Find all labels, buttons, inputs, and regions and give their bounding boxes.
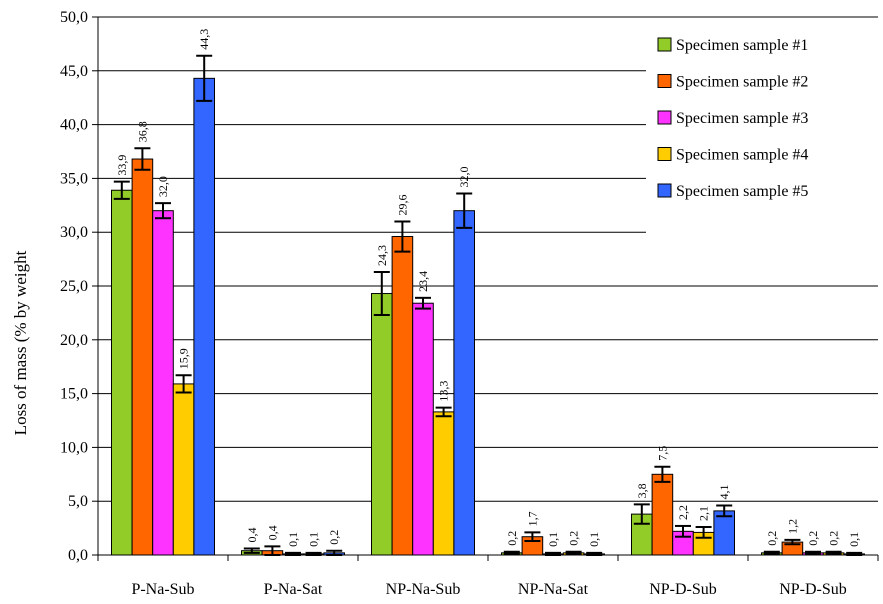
data-label: 0,1	[546, 532, 560, 547]
x-category-label: NP-Na-Sat	[518, 581, 589, 598]
legend: Specimen sample #1 Specimen sample #2 Spec…	[646, 20, 883, 252]
data-label: 0,2	[827, 531, 841, 546]
x-category-label: P-Na-Sub	[131, 581, 194, 598]
bar	[651, 473, 674, 556]
x-category-label: NP-D-Sub	[649, 581, 717, 598]
data-label: 2,1	[697, 506, 711, 521]
data-label: 32,0	[156, 176, 170, 197]
legend-background	[646, 20, 883, 252]
legend-label: Specimen sample #5	[676, 183, 808, 200]
data-label: 4,1	[717, 485, 731, 500]
y-tick-label: 40,0	[60, 117, 88, 134]
y-tick-labels: 0,0 5,0 10,0 15,0 20,0 25,0 30,0 35,0 40,0 45,0 50…	[60, 9, 88, 564]
y-tick-label: 50,0	[60, 9, 88, 26]
data-labels-group: 33,9 36,8 32,0 15,9 44,3 0,4 0,4 0,1 0,1 0,2 24,3 2…	[115, 29, 861, 547]
legend-swatch	[657, 74, 672, 88]
legend-swatch	[657, 147, 672, 161]
data-label: 23,4	[416, 271, 430, 292]
data-label: 1,7	[525, 511, 539, 526]
legend-label: Specimen sample #2	[676, 74, 808, 91]
legend-label: Specimen sample #4	[676, 147, 808, 164]
data-label: 2,2	[676, 505, 690, 520]
bar	[172, 383, 195, 556]
x-category-label: NP-Na-Sub	[386, 581, 461, 598]
data-label: 32,0	[457, 166, 471, 187]
data-label: 0,2	[806, 531, 820, 546]
y-axis-label: Loss of mass (% by weight	[11, 250, 30, 435]
y-tick-label: 45,0	[60, 63, 88, 80]
bar	[412, 302, 434, 556]
data-label: 1,2	[785, 519, 799, 534]
data-label: 0,2	[327, 530, 341, 545]
data-label: 15,9	[177, 348, 191, 369]
bar	[111, 189, 133, 556]
data-label: 44,3	[197, 29, 211, 50]
data-label: 24,3	[375, 245, 389, 266]
data-label: 0,4	[245, 528, 259, 543]
y-tick-label: 0,0	[68, 547, 88, 564]
y-tick-label: 5,0	[68, 493, 88, 510]
data-label: 0,1	[307, 532, 321, 547]
x-category-label: P-Na-Sat	[264, 581, 323, 598]
legend-swatch	[657, 110, 672, 125]
y-tick-label: 15,0	[60, 386, 88, 403]
bar	[453, 210, 475, 556]
bar	[371, 293, 393, 556]
bar	[193, 77, 215, 556]
legend-swatch	[657, 183, 672, 198]
y-tick-label: 10,0	[60, 439, 88, 456]
data-label: 33,9	[115, 155, 129, 176]
bar	[131, 158, 154, 556]
y-tick-label: 25,0	[60, 278, 88, 295]
data-label: 13,3	[437, 381, 451, 402]
data-label: 0,1	[286, 532, 300, 547]
data-label: 3,8	[635, 483, 649, 498]
data-label: 7,5	[655, 446, 669, 461]
axes-group	[92, 16, 879, 561]
bar	[713, 510, 736, 556]
data-label: 0,1	[847, 532, 861, 547]
bar	[152, 210, 174, 556]
legend-label: Specimen sample #3	[676, 110, 808, 127]
x-category-labels: P-Na-Sub P-Na-Sat NP-Na-Sub NP-Na-Sat NP-D-S…	[131, 581, 846, 598]
legend-label: Specimen sample #1	[676, 37, 808, 54]
legend-swatch	[657, 37, 672, 52]
data-label: 0,1	[587, 532, 601, 547]
y-tick-label: 20,0	[60, 332, 88, 349]
y-tick-label: 35,0	[60, 170, 88, 187]
grid-lines	[98, 16, 878, 502]
data-label: 0,2	[505, 531, 519, 546]
data-label: 0,4	[265, 525, 279, 540]
data-label: 36,8	[135, 121, 149, 142]
y-tick-label: 30,0	[60, 224, 88, 241]
bar	[432, 411, 455, 556]
bar	[391, 236, 414, 556]
data-label: 0,2	[765, 531, 779, 546]
data-label: 0,2	[567, 531, 581, 546]
data-label: 29,6	[395, 194, 409, 215]
x-category-label: NP-D-Sub	[779, 581, 847, 598]
